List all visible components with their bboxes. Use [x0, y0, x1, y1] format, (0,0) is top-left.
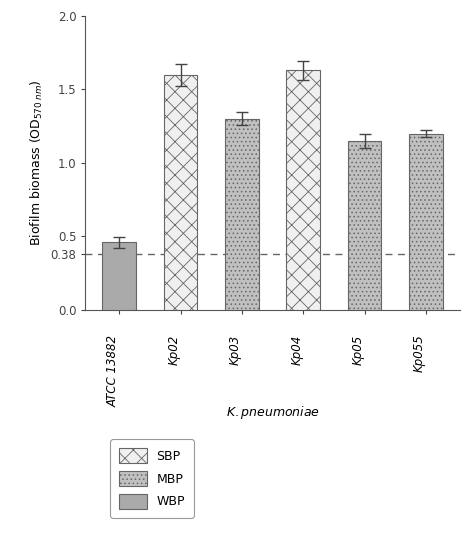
Legend: SBP, MBP, WBP: SBP, MBP, WBP: [110, 439, 194, 517]
Text: Kp02: Kp02: [167, 335, 181, 365]
Text: Kp055: Kp055: [413, 335, 426, 372]
Text: ATCC 13882: ATCC 13882: [106, 335, 119, 407]
Text: Kp05: Kp05: [352, 335, 365, 365]
Text: Kp03: Kp03: [229, 335, 242, 365]
Bar: [348, 141, 382, 310]
Y-axis label: Biofilm biomass (OD$_{570\ nm}$): Biofilm biomass (OD$_{570\ nm}$): [29, 80, 45, 246]
Text: Kp04: Kp04: [290, 335, 303, 365]
Bar: [164, 75, 197, 310]
Bar: [102, 242, 136, 310]
Bar: [286, 70, 320, 310]
Bar: [225, 119, 259, 310]
Bar: [409, 134, 443, 310]
Text: $\it{K. pneumoniae}$: $\it{K. pneumoniae}$: [226, 404, 319, 421]
